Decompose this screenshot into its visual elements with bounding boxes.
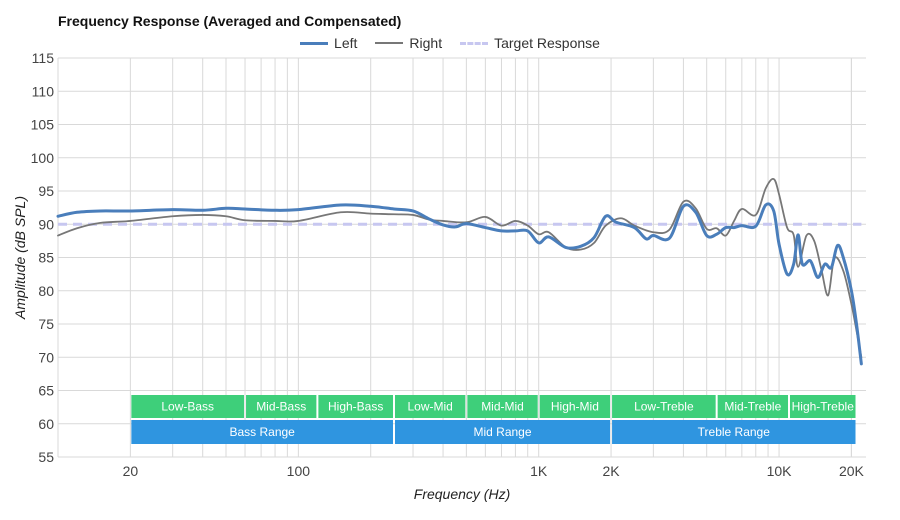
legend-item: Right [375,35,442,51]
band-label: Mid Range [474,425,532,439]
band-label: Treble Range [698,425,771,439]
y-tick-label: 70 [38,349,54,365]
band-label: Low-Treble [634,400,694,414]
chart-title: Frequency Response (Averaged and Compens… [58,13,402,29]
y-tick-label: 115 [32,50,55,66]
band-label: Mid-Treble [724,400,781,414]
band-label: High-Mid [551,400,599,414]
band-label: Bass Range [229,425,295,439]
legend-swatch [375,42,404,44]
y-tick-label: 85 [38,250,54,266]
band-low-treble [612,395,716,418]
band-high-mid [539,395,611,418]
band-label: Low-Bass [161,400,214,414]
legend-label: Target Response [494,35,600,51]
y-tick-label: 110 [32,83,55,99]
x-tick-label: 2K [602,463,620,479]
y-tick-label: 60 [38,416,54,432]
x-tick-label: 1K [530,463,548,479]
band-label: Mid-Mid [481,400,524,414]
y-tick-label: 105 [31,117,55,133]
y-tick-label: 80 [38,283,54,299]
y-axis-title: Amplitude (dB SPL) [12,196,28,320]
band-high-treble [790,395,856,418]
y-tick-label: 100 [31,150,55,166]
series-line-right [57,178,863,359]
legend-label: Right [409,35,443,51]
band-label: High-Bass [328,400,383,414]
legend-swatch [300,41,329,45]
band-treble-range [612,420,856,444]
band-high-bass [318,395,393,418]
y-tick-label: 55 [38,449,54,465]
y-tick-label: 90 [38,216,54,232]
y-tick-label: 75 [38,316,54,332]
x-tick-label: 100 [287,463,311,479]
legend: Left Right Target Response [0,35,900,51]
band-low-mid [394,395,466,418]
series-line-left [56,202,863,366]
y-tick-label: 65 [38,383,54,399]
band-low-bass [131,395,245,418]
band-mid-range [394,420,611,444]
x-tick-label: 20 [123,463,139,479]
legend-label: Left [334,35,358,51]
band-mid-bass [246,395,317,418]
band-mid-mid [467,395,538,418]
x-tick-label: 10K [767,463,793,479]
band-label: Mid-Bass [256,400,306,414]
band-mid-treble [717,395,789,418]
band-label: Low-Mid [407,400,452,414]
y-tick-label: 95 [38,183,54,199]
x-axis-title: Frequency (Hz) [414,486,510,502]
legend-swatch [460,41,489,45]
band-label: High-Treble [792,400,855,414]
legend-item: Left [300,35,357,51]
band-bass-range [131,420,393,444]
legend-item: Target Response [460,35,600,51]
x-tick-label: 20K [839,463,865,479]
